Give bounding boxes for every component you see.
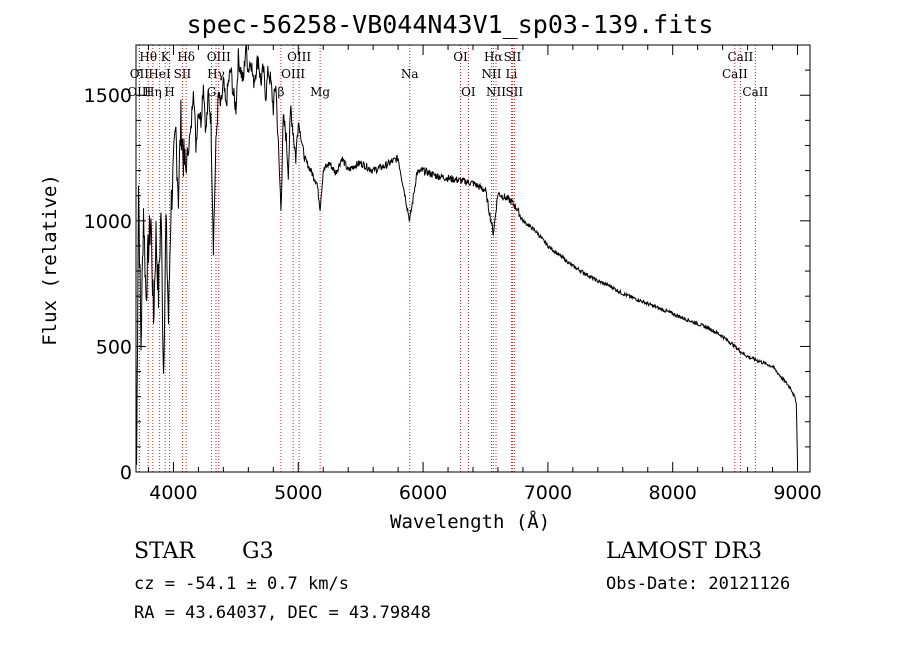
obs-date: Obs-Date: 20121126 (606, 574, 791, 594)
marker-label: OIII (127, 85, 151, 99)
chart-title: spec-56258-VB044N43V1_sp03-139.fits (186, 10, 714, 39)
y-tick-label: 1500 (84, 85, 132, 107)
y-axis-ticks: 0 500 1000 1500 (84, 44, 810, 484)
survey-name: LAMOST DR3 (606, 539, 762, 564)
object-class: STAR (134, 539, 195, 564)
redshift-text: cz = -54.1 ± 0.7 km/s (134, 574, 349, 594)
marker-label: CaII (722, 67, 748, 81)
marker-label: SII (505, 85, 523, 99)
coordinates-text: RA = 43.64037, DEC = 43.79848 (134, 603, 431, 623)
marker-label: HeI (148, 67, 171, 81)
marker-label: Hδ (177, 50, 195, 64)
marker-label: SII (174, 67, 192, 81)
marker-label: NII (486, 85, 506, 99)
marker-label: β (277, 85, 284, 99)
marker-label: Na (401, 67, 419, 81)
marker-label: Li (506, 67, 518, 81)
y-tick-label: 500 (96, 336, 132, 358)
x-axis-label: Wavelength (Å) (390, 511, 551, 533)
marker-label: OI (453, 50, 468, 64)
marker-label: G (207, 85, 217, 99)
line-markers (138, 45, 756, 472)
marker-label: OI (461, 85, 476, 99)
marker-label: OIII (281, 67, 305, 81)
marker-label: OII (130, 67, 150, 81)
marker-label: OIII (207, 50, 231, 64)
x-tick-label: 9000 (773, 482, 821, 504)
x-tick-label: 5000 (274, 482, 322, 504)
marker-label: Hη (144, 85, 162, 99)
axes (135, 44, 811, 473)
spectrum-series (136, 44, 798, 465)
x-tick-label: 8000 (649, 482, 697, 504)
y-tick-label: 0 (120, 462, 132, 484)
x-tick-label: 4000 (149, 482, 197, 504)
y-tick-label: 1000 (84, 211, 132, 233)
marker-label: OIII (287, 50, 311, 64)
marker-label: NII (481, 67, 501, 81)
marker-label: CaII (742, 85, 768, 99)
marker-label: SII (504, 50, 522, 64)
marker-label: K (161, 50, 171, 64)
marker-label: Hα (484, 50, 503, 64)
y-axis-label: Flux (relative) (39, 174, 61, 346)
marker-label: Hθ (139, 50, 157, 64)
subclass: G3 (242, 539, 274, 564)
marker-label: Mg (310, 85, 330, 99)
x-tick-label: 6000 (399, 482, 447, 504)
spectrum-line (136, 44, 798, 465)
marker-label: CaII (727, 50, 753, 64)
marker-label: H (164, 85, 174, 99)
plot-frame (135, 44, 811, 473)
marker-label: Hγ (207, 67, 225, 81)
x-tick-label: 7000 (524, 482, 572, 504)
line-marker-labels: Hθ OII OIII K Hη HeI H Hδ SII OIII Hγ G OIII OIII β Mg N… (127, 50, 768, 99)
x-axis-ticks: 4000 5000 6000 7000 8000 9000 (147, 45, 822, 504)
